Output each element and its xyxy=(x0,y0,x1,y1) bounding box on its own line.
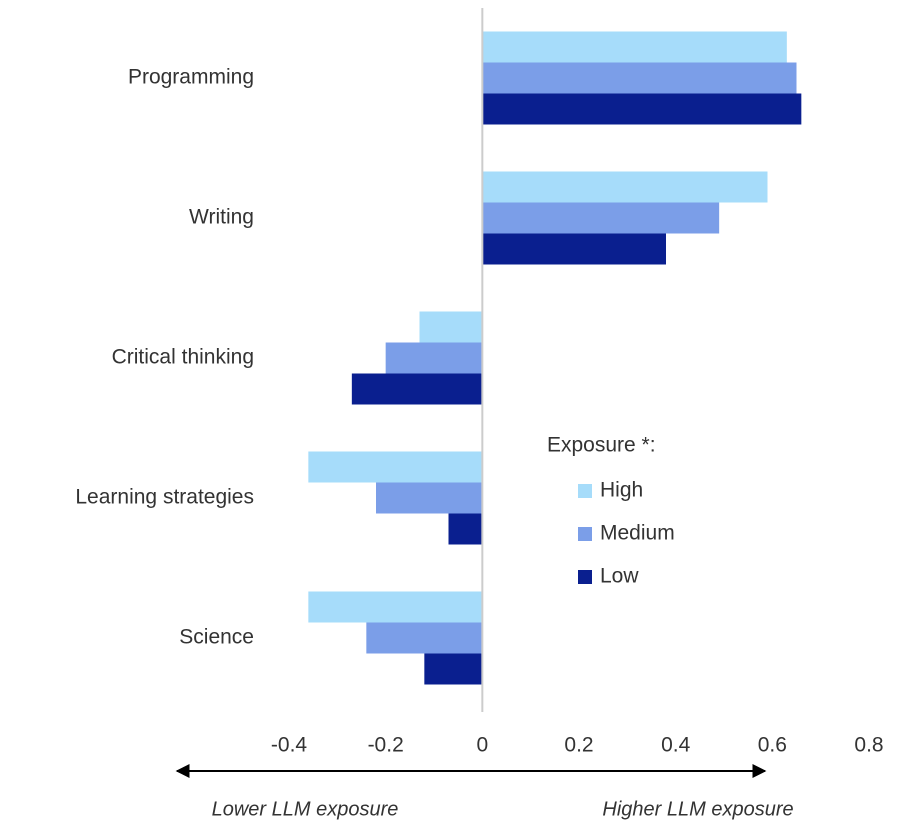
bar xyxy=(482,93,802,125)
annotation: Higher LLM exposure xyxy=(602,798,793,820)
y-tick-label: Writing xyxy=(189,206,254,229)
legend-swatch xyxy=(578,484,592,498)
legend-title: Exposure *: xyxy=(547,434,656,457)
bar xyxy=(482,233,666,265)
bar xyxy=(419,311,483,343)
x-tick-label: 0 xyxy=(476,734,488,757)
legend-swatch xyxy=(578,570,592,584)
bar xyxy=(482,202,720,234)
legend-label: High xyxy=(600,479,643,502)
x-tick-label: 0.8 xyxy=(854,734,883,757)
x-tick-label: -0.2 xyxy=(368,734,404,757)
bar xyxy=(424,653,483,685)
x-tick-label: 0.4 xyxy=(661,734,691,757)
bar xyxy=(376,482,483,514)
bar xyxy=(308,451,483,483)
x-tick-label: 0.2 xyxy=(564,734,593,757)
bar xyxy=(351,373,483,405)
bar xyxy=(482,62,797,94)
legend-label: Low xyxy=(600,565,639,588)
y-tick-label: Science xyxy=(179,626,254,649)
y-tick-label: Learning strategies xyxy=(75,486,254,509)
y-tick-label: Critical thinking xyxy=(112,346,254,369)
bar xyxy=(482,171,768,203)
y-tick-label: Programming xyxy=(128,66,254,89)
x-tick-label: 0.6 xyxy=(758,734,787,757)
annotation: Lower LLM exposure xyxy=(212,798,399,820)
bar xyxy=(366,622,483,654)
legend-label: Medium xyxy=(600,522,675,545)
bar xyxy=(385,342,483,374)
bar xyxy=(448,513,483,545)
legend-swatch xyxy=(578,527,592,541)
bar xyxy=(308,591,483,623)
x-tick-label: -0.4 xyxy=(271,734,308,757)
bar xyxy=(482,31,787,63)
